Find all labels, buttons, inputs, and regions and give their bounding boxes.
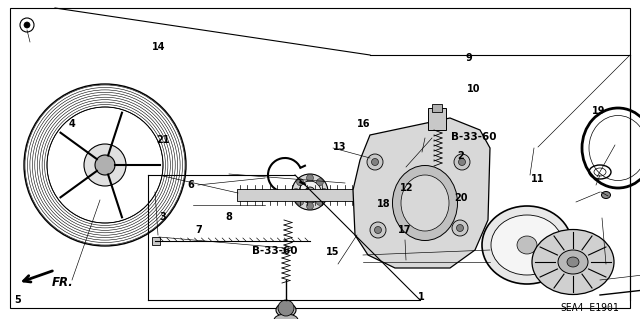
Text: 2: 2 [458, 151, 464, 161]
Text: 16: 16 [356, 119, 371, 129]
Ellipse shape [491, 215, 563, 275]
Circle shape [367, 154, 383, 170]
Text: 11: 11 [531, 174, 545, 184]
Ellipse shape [276, 303, 296, 317]
Ellipse shape [532, 229, 614, 294]
Text: 21: 21 [156, 135, 170, 145]
Ellipse shape [305, 187, 315, 197]
Text: SEA4-E1901: SEA4-E1901 [561, 303, 620, 313]
Text: 3: 3 [160, 212, 166, 222]
Ellipse shape [567, 257, 579, 267]
Text: 18: 18 [377, 199, 391, 209]
Circle shape [316, 198, 323, 205]
Circle shape [321, 189, 328, 196]
Circle shape [456, 225, 463, 232]
Bar [428, 108, 446, 130]
Circle shape [316, 179, 323, 186]
Ellipse shape [482, 206, 572, 284]
Text: 17: 17 [397, 225, 412, 235]
Circle shape [278, 300, 294, 316]
Text: B-33-60: B-33-60 [252, 246, 298, 256]
Text: 1: 1 [418, 292, 424, 302]
Ellipse shape [299, 181, 321, 203]
Ellipse shape [517, 236, 537, 254]
Ellipse shape [558, 250, 588, 274]
Circle shape [307, 203, 314, 210]
Circle shape [296, 198, 303, 205]
Text: 4: 4 [68, 119, 75, 130]
Ellipse shape [602, 191, 611, 198]
Text: 14: 14 [152, 42, 166, 52]
Circle shape [370, 222, 386, 238]
Ellipse shape [392, 166, 458, 241]
Text: 9: 9 [466, 53, 472, 63]
Text: 13: 13 [332, 142, 346, 152]
Ellipse shape [292, 174, 328, 210]
Ellipse shape [84, 144, 126, 186]
Circle shape [307, 174, 314, 182]
Text: 12: 12 [399, 183, 413, 193]
Text: 20: 20 [454, 193, 468, 203]
Text: 10: 10 [467, 84, 481, 94]
Bar [355, 187, 367, 203]
Ellipse shape [274, 314, 298, 319]
Circle shape [296, 179, 303, 186]
Circle shape [374, 226, 381, 234]
Circle shape [292, 189, 300, 196]
Circle shape [454, 154, 470, 170]
Text: FR.: FR. [52, 276, 74, 288]
Bar [152, 237, 160, 245]
Ellipse shape [95, 155, 115, 175]
Ellipse shape [24, 22, 30, 28]
Circle shape [458, 159, 465, 166]
Polygon shape [353, 118, 490, 268]
Bar [237, 189, 355, 201]
Text: 19: 19 [591, 106, 605, 116]
Text: 7: 7 [195, 225, 202, 235]
Text: B-33-60: B-33-60 [451, 131, 497, 142]
Text: 15: 15 [326, 247, 340, 257]
Text: 6: 6 [188, 180, 194, 190]
Bar [432, 104, 442, 112]
Circle shape [371, 159, 378, 166]
Ellipse shape [401, 175, 449, 231]
Text: 5: 5 [14, 295, 20, 306]
Text: 8: 8 [226, 212, 232, 222]
Circle shape [452, 220, 468, 236]
